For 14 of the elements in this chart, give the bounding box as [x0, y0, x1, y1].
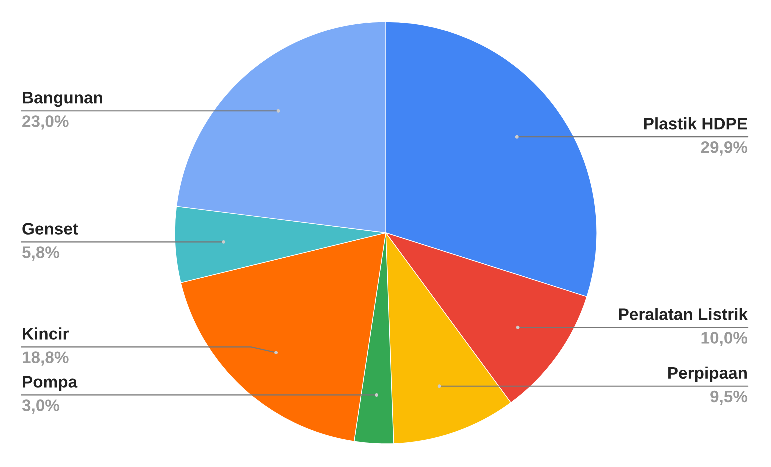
- slice-label: Perpipaan: [668, 366, 747, 382]
- slice-label: Peralatan Listrik: [619, 308, 748, 320]
- data-label: 29,9%: [701, 142, 748, 156]
- data-label: 3,0%: [22, 400, 60, 414]
- data-label: 5,8%: [22, 246, 60, 261]
- data-label: 9,5%: [710, 390, 748, 406]
- slice-label: Kincir: [23, 328, 69, 340]
- data-label: 10,0%: [702, 332, 748, 346]
- data-label: 18,8%: [23, 352, 69, 366]
- slice-label: Genset: [22, 223, 78, 235]
- slice-label: Plastik HDPE: [644, 118, 748, 130]
- data-label: 23,0%: [22, 116, 69, 130]
- slice-label: Bangunan: [23, 92, 102, 108]
- slice-label: Pompa: [23, 376, 78, 392]
